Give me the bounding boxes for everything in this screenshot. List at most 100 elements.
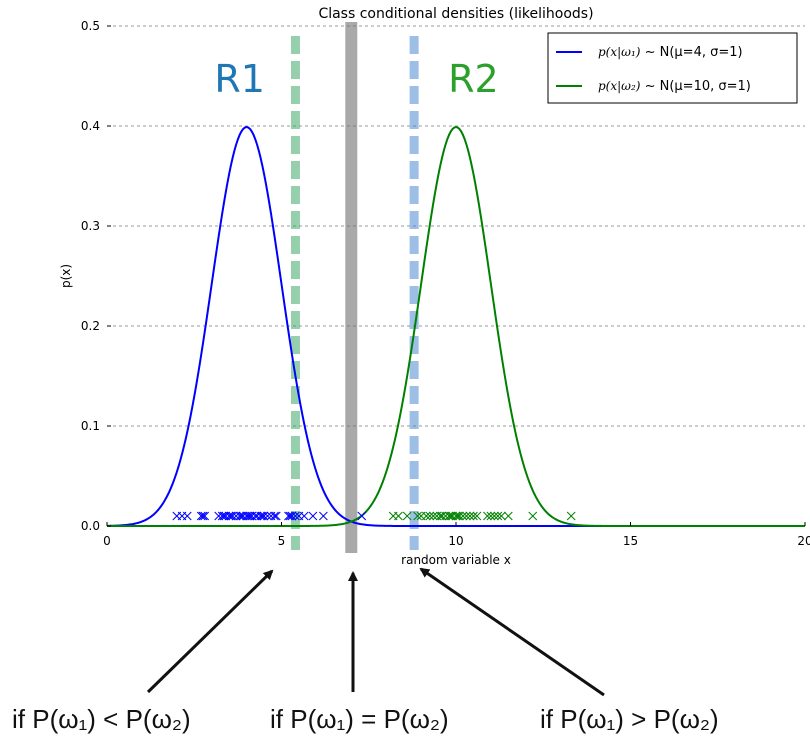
marker-stroke <box>259 511 269 521</box>
marker-stroke <box>357 511 367 521</box>
sample-marker-2-20 <box>465 511 475 521</box>
arrow-less <box>146 569 274 694</box>
sample-marker-2-2 <box>402 511 412 521</box>
legend-entry-2: p(x|ω₂) ~ N(μ=10, σ=1) <box>598 79 751 94</box>
sample-marker-1-14 <box>235 511 244 521</box>
sample-marker-2-15 <box>451 511 461 521</box>
sample-marker-2-22 <box>472 511 482 521</box>
sample-marker-1-25 <box>259 511 269 521</box>
x-tick-label-3: 15 <box>623 534 638 548</box>
sample-marker-2-29 <box>528 511 538 521</box>
legend-entry-2-math: p(x|ω₂) <box>598 79 641 93</box>
sample-marker-1-2 <box>182 511 192 521</box>
marker-stroke <box>462 511 471 521</box>
sample-marker-2-23 <box>483 511 492 521</box>
marker-stroke <box>299 511 309 521</box>
density-curve-1 <box>106 126 805 527</box>
sample-marker-1-12 <box>228 511 237 521</box>
marker-stroke <box>437 511 447 521</box>
marker-stroke <box>465 511 475 521</box>
legend: p(x|ω₁) ~ N(μ=4, σ=1) p(x|ω₂) ~ N(μ=10, … <box>547 32 798 104</box>
marker-stroke <box>196 511 206 521</box>
marker-stroke <box>243 511 253 521</box>
y-tick-label-2: 0.2 <box>81 319 100 333</box>
sample-marker-2-6 <box>425 511 435 521</box>
marker-stroke <box>566 511 576 521</box>
marker-stroke <box>497 511 506 521</box>
legend-box <box>547 32 798 104</box>
sample-marker-1-35 <box>299 511 309 521</box>
marker-stroke <box>483 511 492 521</box>
sample-marker-1-5 <box>200 511 210 521</box>
marker-stroke <box>256 511 265 521</box>
marker-stroke <box>469 511 478 521</box>
sample-marker-2-17 <box>455 511 464 521</box>
marker-stroke <box>308 511 318 521</box>
y-axis-label: p(x) <box>59 264 73 288</box>
marker-stroke <box>224 511 234 521</box>
marker-stroke <box>198 511 208 521</box>
sample-markers <box>172 511 576 521</box>
y-tick-label-4: 0.4 <box>81 119 100 133</box>
region-label-2: R2 <box>448 57 499 101</box>
marker-stroke <box>287 511 297 521</box>
marker-stroke <box>421 511 431 521</box>
sample-marker-1-37 <box>319 511 328 521</box>
marker-stroke <box>270 511 279 521</box>
sample-marker-2-10 <box>437 511 447 521</box>
marker-stroke <box>200 511 210 521</box>
chart-title: Class conditional densities (likelihoods… <box>318 6 593 22</box>
y-tick-label-3: 0.3 <box>81 219 100 233</box>
y-tick-label-5: 0.5 <box>81 19 100 33</box>
sample-marker-1-33 <box>291 511 300 521</box>
annotation-greater: if P(ω₁) > P(ω₂) <box>540 704 719 734</box>
density-curves <box>106 126 805 527</box>
sample-marker-1-10 <box>224 511 234 521</box>
marker-stroke <box>503 511 513 521</box>
sample-marker-2-30 <box>566 511 576 521</box>
x-tick-label-0: 0 <box>103 534 111 548</box>
marker-stroke <box>271 511 281 521</box>
y-tick-label-0: 0.0 <box>81 519 100 533</box>
grid <box>107 25 805 427</box>
sample-marker-2-19 <box>462 511 471 521</box>
annotation-equal: if P(ω₁) = P(ω₂) <box>270 704 449 734</box>
marker-stroke <box>472 511 482 521</box>
density-curve-2 <box>107 126 805 527</box>
marker-stroke <box>217 511 227 521</box>
annotations: if P(ω₁) < P(ω₂) if P(ω₁) = P(ω₂) if P(ω… <box>12 567 719 734</box>
sample-marker-2-28 <box>503 511 513 521</box>
sample-marker-2-18 <box>458 511 468 521</box>
marker-stroke <box>291 511 300 521</box>
legend-entry-1: p(x|ω₁) ~ N(μ=4, σ=1) <box>598 45 743 60</box>
sample-marker-2-24 <box>486 511 496 521</box>
region-label-1: R1 <box>214 57 265 101</box>
annotation-less: if P(ω₁) < P(ω₂) <box>12 704 191 734</box>
sample-marker-1-26 <box>263 511 272 521</box>
sample-marker-2-26 <box>493 511 503 521</box>
sample-marker-1-18 <box>243 511 253 521</box>
marker-stroke <box>455 511 464 521</box>
x-tick-label-4: 20 <box>797 534 810 548</box>
sample-marker-2-21 <box>469 511 478 521</box>
sample-marker-2-25 <box>490 511 499 521</box>
sample-marker-1-23 <box>256 511 265 521</box>
marker-stroke <box>428 511 438 521</box>
marker-stroke <box>413 511 422 521</box>
marker-stroke <box>425 511 435 521</box>
sample-marker-2-5 <box>421 511 431 521</box>
marker-stroke <box>319 511 328 521</box>
marker-stroke <box>451 511 461 521</box>
marker-stroke <box>182 511 192 521</box>
sample-marker-1-38 <box>357 511 367 521</box>
sample-marker-1-30 <box>284 511 293 521</box>
sample-marker-1-29 <box>271 511 281 521</box>
marker-stroke <box>235 511 244 521</box>
marker-stroke <box>263 511 272 521</box>
legend-entry-1-math: p(x|ω₁) <box>598 45 641 59</box>
sample-marker-2-3 <box>413 511 422 521</box>
x-tick-label-2: 10 <box>448 534 463 548</box>
marker-stroke <box>394 511 403 521</box>
arrow-greater <box>419 567 605 697</box>
marker-stroke <box>228 511 237 521</box>
